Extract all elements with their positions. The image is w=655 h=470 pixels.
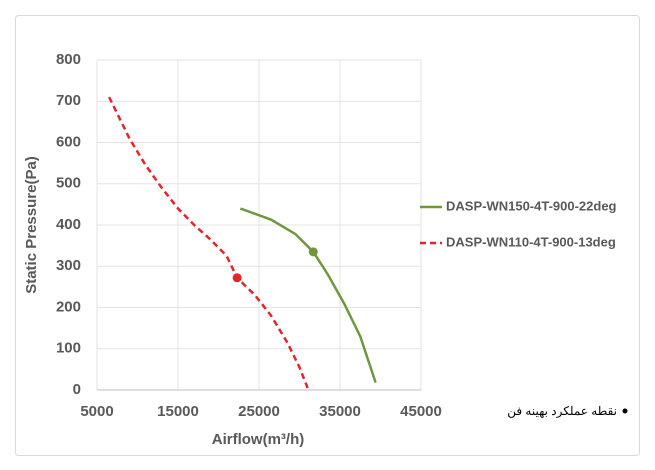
x-tick-label: 35000 [319, 403, 361, 420]
operating-point [232, 273, 242, 283]
x-tick-label: 45000 [400, 403, 442, 420]
annotation: نقطه عملکرد بهینه فن [507, 404, 617, 418]
y-tick-label: 400 [56, 216, 81, 233]
y-tick-label: 500 [56, 175, 81, 192]
x-tick-label: 15000 [157, 403, 199, 420]
operating-point [308, 247, 318, 257]
y-axis-title: Static Pressure(Pa) [23, 156, 40, 294]
annotation-bullet [622, 408, 628, 414]
y-tick-label: 200 [56, 298, 81, 315]
x-tick-label: 5000 [80, 403, 113, 420]
y-tick-label: 800 [56, 51, 81, 68]
y-tick-label: 0 [73, 381, 81, 398]
x-tick-label: 25000 [238, 403, 280, 420]
x-axis-title: Airflow(m³/h) [212, 431, 304, 448]
legend-label: DASP-WN150-4T-900-22deg [446, 198, 617, 213]
y-tick-label: 300 [56, 257, 81, 274]
y-tick-label: 700 [56, 92, 81, 109]
y-tick-label: 600 [56, 133, 81, 150]
series-line [108, 96, 309, 389]
legend-label: DASP-WN110-4T-900-13deg [446, 234, 616, 249]
series-line [239, 207, 377, 383]
chart-frame [15, 15, 640, 456]
y-tick-label: 100 [56, 340, 81, 357]
